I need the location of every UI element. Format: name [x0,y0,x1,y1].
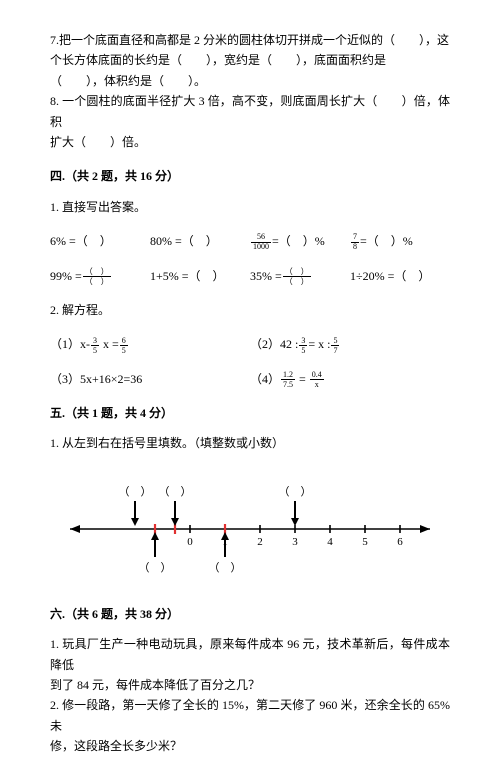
svg-text:6: 6 [397,536,403,548]
section-4-header: 四.（共 2 题，共 16 分） [50,166,450,186]
svg-text:5: 5 [362,536,368,548]
section-6-header: 六.（共 6 题，共 38 分） [50,604,450,624]
calc-2a: 99% =（ ）（ ） [50,266,150,286]
svg-text:（ ）: （ ） [139,561,172,574]
sec6-q1-l1: 1. 玩具厂生产一种电动玩具，原来每件成本 96 元，技术革新后，每件成本降低 [50,634,450,675]
direct-calc-row2: 99% =（ ）（ ） 1+5% =（ ） 35% =（ ）（ ） 1÷20% … [50,266,450,286]
calc-1b: 80% =（ ） [150,231,250,251]
eq2: （2）42 :35= x :57 [250,334,450,354]
calc-2d: 1÷20% =（ ） [350,266,450,286]
svg-text:0: 0 [187,536,193,548]
svg-text:（ ）: （ ） [159,485,192,498]
sec4-q2: 2. 解方程。 [50,300,450,320]
svg-text:3: 3 [292,536,298,548]
q8-line2: 扩大（ ）倍。 [50,132,450,152]
svg-text:4: 4 [327,536,333,548]
eq1: （1）x-35 x =65 [50,334,250,354]
number-line: 0123456（ ）（ ）（ ）（ ）（ ） [50,474,450,584]
equations-row1: （1）x-35 x =65 （2）42 :35= x :57 [50,334,450,354]
svg-text:（ ）: （ ） [209,561,242,574]
calc-1d: 78=（ ）% [350,231,450,251]
sec4-q1: 1. 直接写出答案。 [50,197,450,217]
svg-text:（ ）: （ ） [279,485,312,498]
svg-text:（ ）: （ ） [119,485,152,498]
q7-line1: 7.把一个底面直径和高都是 2 分米的圆柱体切开拼成一个近似的（ ），这 [50,30,450,50]
eq3: （3）5x+16×2=36 [50,369,250,389]
svg-text:2: 2 [257,536,263,548]
sec5-q1: 1. 从左到右在括号里填数。（填整数或小数） [50,433,450,453]
equations-row2: （3）5x+16×2=36 （4）1.27.5 = 0.4x [50,369,450,389]
sec6-q1-l2: 到了 84 元，每件成本降低了百分之几？ [50,675,450,695]
section-5-header: 五.（共 1 题，共 4 分） [50,403,450,423]
calc-1c: 561000=（ ）% [250,231,350,251]
q7-line3: （ ），体积约是（ ）。 [50,71,450,91]
direct-calc-row1: 6% =（ ） 80% =（ ） 561000=（ ）% 78=（ ）% [50,231,450,251]
sec6-q2-l1: 2. 修一段路，第一天修了全长的 15%，第二天修了 960 米，还余全长的 6… [50,695,450,736]
calc-1a: 6% =（ ） [50,231,150,251]
q7-line2: 个长方体底面的长约是（ ），宽约是（ ），底面面积约是 [50,50,450,70]
calc-2b: 1+5% =（ ） [150,266,250,286]
calc-2c: 35% =（ ）（ ） [250,266,350,286]
q8-line1: 8. 一个圆柱的底面半径扩大 3 倍，高不变，则底面周长扩大（ ）倍，体积 [50,91,450,132]
eq4: （4）1.27.5 = 0.4x [250,369,450,389]
sec6-q2-l2: 修，这段路全长多少米？ [50,736,450,756]
